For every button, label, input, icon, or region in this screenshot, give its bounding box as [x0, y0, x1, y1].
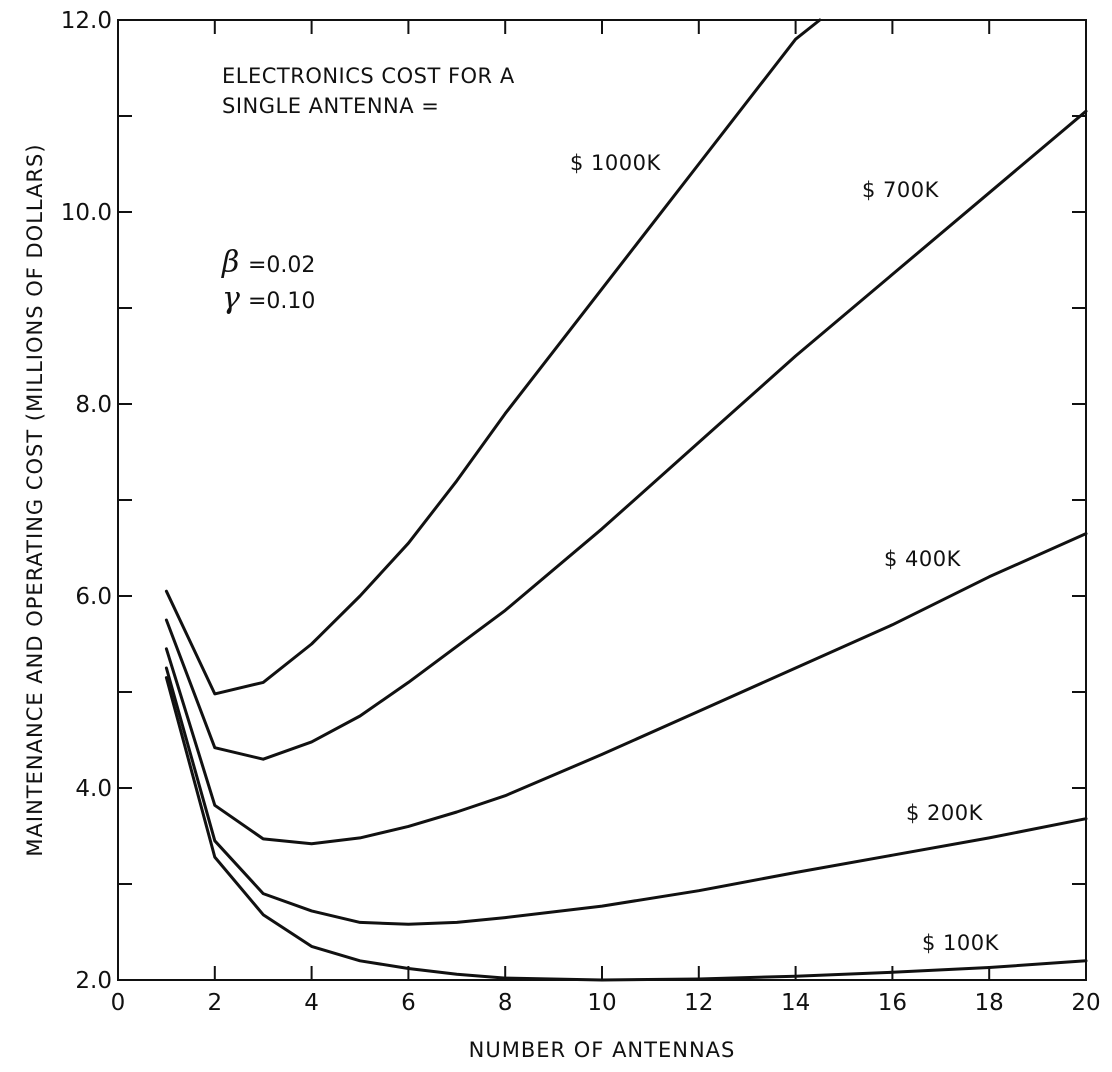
gamma-symbol: γ: [222, 281, 240, 316]
series-line-400k: [164, 532, 1088, 846]
y-tick-label: 12.0: [61, 8, 112, 34]
x-tick-label: 6: [401, 990, 416, 1016]
x-tick-label: 4: [304, 990, 319, 1016]
series-label-700k: $ 700K: [862, 178, 940, 202]
beta-symbol: β: [221, 245, 239, 280]
x-tick-label: 10: [587, 990, 616, 1016]
x-tick-label: 18: [975, 990, 1004, 1016]
series-line-200k: [164, 666, 1088, 926]
gamma-value: =0.10: [248, 289, 315, 314]
y-tick-label: 6.0: [75, 584, 112, 610]
x-tick-label: 2: [207, 990, 222, 1016]
series-label-200k: $ 200K: [906, 801, 984, 825]
x-tick-labels: 0 2 4 6 8 10 12 14 16 18 20: [111, 990, 1101, 1016]
series-line-700k: [164, 109, 1088, 761]
series-lines: [164, 18, 1088, 982]
x-tick-label: 12: [684, 990, 713, 1016]
x-tick-label: 20: [1071, 990, 1100, 1016]
x-tick-label: 8: [498, 990, 513, 1016]
y-tick-label: 8.0: [75, 392, 112, 418]
y-tick-label: 10.0: [61, 200, 112, 226]
x-tick-label: 14: [781, 990, 810, 1016]
series-line-1000k: [164, 18, 822, 696]
beta-value: =0.02: [248, 253, 315, 278]
y-tick-labels: 2.0 4.0 6.0 8.0 10.0 12.0: [61, 8, 112, 994]
annotation-title-line-1: ELECTRONICS COST FOR A: [222, 64, 515, 88]
y-axis-label: MAINTENANCE AND OPERATING COST (MILLIONS…: [23, 143, 47, 856]
series-line-100k: [164, 676, 1088, 982]
x-axis-label: NUMBER OF ANTENNAS: [469, 1038, 736, 1062]
series-label-400k: $ 400K: [884, 547, 962, 571]
series-label-1000k: $ 1000K: [570, 151, 661, 175]
y-tick-label: 4.0: [75, 776, 112, 802]
y-tick-label: 2.0: [75, 968, 112, 994]
x-tick-label: 0: [111, 990, 126, 1016]
annotation-title-line-2: SINGLE ANTENNA =: [222, 94, 439, 118]
x-tick-label: 16: [878, 990, 907, 1016]
series-label-100k: $ 100K: [922, 931, 1000, 955]
